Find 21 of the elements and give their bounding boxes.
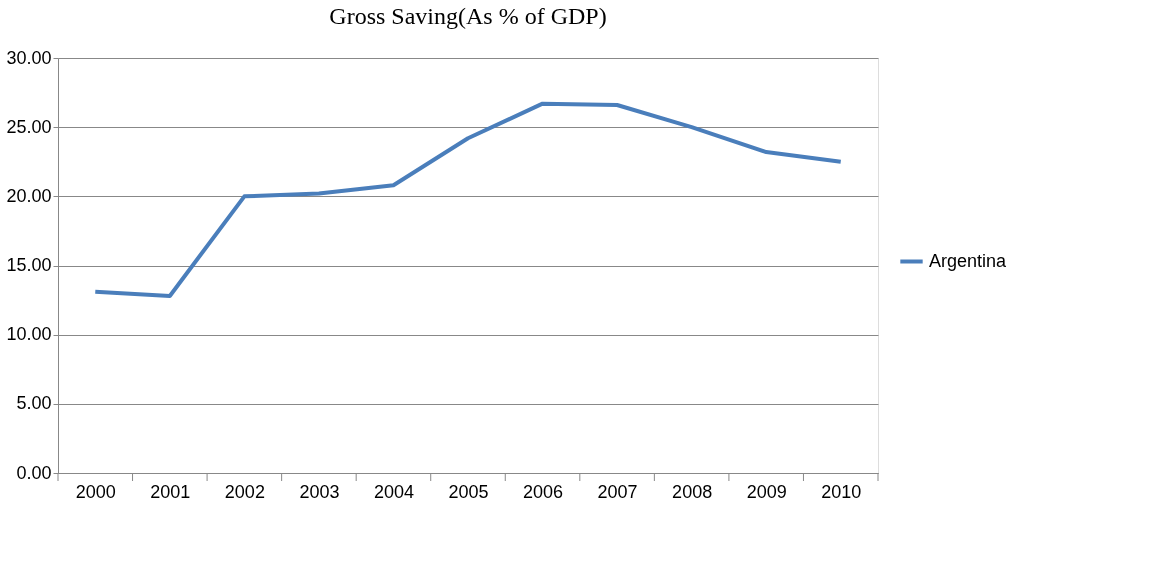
x-tick-label: 2007 — [597, 481, 638, 502]
y-tick-label: 15.00 — [6, 255, 52, 275]
x-tick-label: 2000 — [75, 481, 116, 502]
y-tick-label: 5.00 — [16, 393, 52, 414]
x-tick-label: 2009 — [746, 481, 787, 502]
line-series — [93, 101, 843, 298]
legend-label: Argentina — [929, 250, 1008, 271]
y-tick-label: 10.00 — [6, 324, 52, 345]
x-tick-label: 2003 — [299, 481, 340, 502]
x-tick-label: 2002 — [224, 481, 265, 502]
y-tick-label: 30.00 — [6, 47, 52, 68]
x-tick-label: 2001 — [150, 481, 191, 502]
x-tick-label: 2010 — [821, 481, 862, 502]
y-tick-label: 0.00 — [16, 462, 52, 483]
y-tick-label: 25.00 — [6, 116, 52, 137]
x-tick-label: 2005 — [448, 481, 489, 502]
x-tick-label: 2008 — [672, 481, 713, 502]
x-tick-label: 2004 — [373, 481, 414, 502]
x-tick-label: 2006 — [523, 481, 564, 502]
y-tick-label: 20.00 — [6, 185, 52, 206]
chart-title: Gross Saving(As % of GDP) — [329, 3, 607, 29]
